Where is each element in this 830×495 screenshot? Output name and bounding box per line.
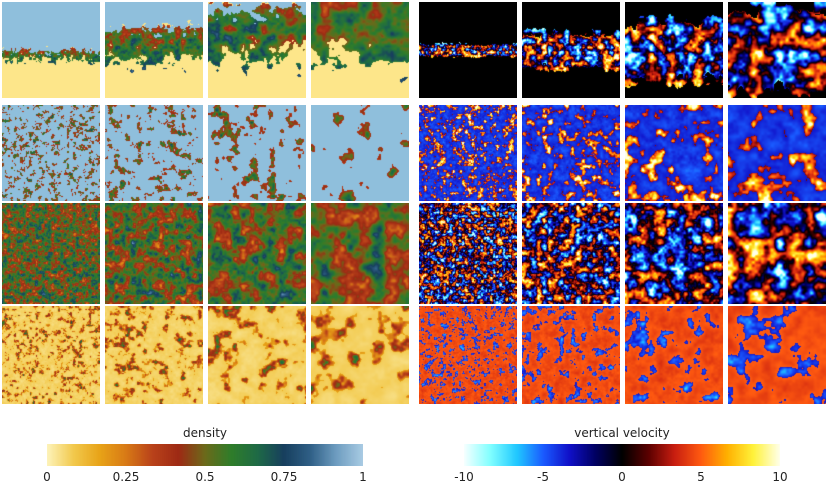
density-panel-r2-c2 — [105, 105, 203, 201]
density-panel-r4-c2 — [105, 306, 203, 404]
velocity-colorbar-tick-5: 10 — [772, 470, 788, 484]
density-panel-r4-c4 — [311, 306, 409, 404]
density-colorbar-title: density — [183, 426, 227, 440]
density-panel-r3-c4 — [311, 203, 409, 304]
density-panel-r3-c1 — [2, 203, 100, 304]
velocity-colorbar-tick-2: -5 — [537, 470, 549, 484]
velocity-colorbar-tick-4: 5 — [697, 470, 705, 484]
velocity-panel-r2-c1 — [419, 105, 517, 201]
density-colorbar-tick-1: 0 — [43, 470, 51, 484]
density-panel-r3-c2 — [105, 203, 203, 304]
density-colorbar-tick-3: 0.5 — [195, 470, 215, 484]
velocity-panel-r4-c1 — [419, 306, 517, 404]
density-panel-r4-c3 — [208, 306, 306, 404]
velocity-panel-r4-c2 — [522, 306, 620, 404]
velocity-panel-r4-c3 — [625, 306, 723, 404]
velocity-panel-r2-c4 — [728, 105, 826, 201]
density-colorbar-tick-5: 1 — [359, 470, 367, 484]
velocity-panel-r4-c4 — [728, 306, 826, 404]
density-panel-r4-c1 — [2, 306, 100, 404]
velocity-panel-r3-c2 — [522, 203, 620, 304]
velocity-panel-r1-c4 — [728, 2, 826, 98]
velocity-colorbar-tick-3: 0 — [618, 470, 626, 484]
velocity-panel-r1-c2 — [522, 2, 620, 98]
density-panel-r2-c4 — [311, 105, 409, 201]
velocity-panel-r3-c4 — [728, 203, 826, 304]
velocity-panel-r3-c1 — [419, 203, 517, 304]
density-colorbar-tick-2: 0.25 — [112, 470, 140, 484]
velocity-panel-r1-c1 — [419, 2, 517, 98]
velocity-panel-r1-c3 — [625, 2, 723, 98]
velocity-panel-r2-c2 — [522, 105, 620, 201]
density-colorbar-tick-4: 0.75 — [270, 470, 298, 484]
density-panel-r1-c4 — [311, 2, 409, 98]
velocity-panel-r3-c3 — [625, 203, 723, 304]
density-panel-r3-c3 — [208, 203, 306, 304]
velocity-colorbar — [464, 444, 780, 466]
velocity-colorbar-tick-1: -10 — [454, 470, 474, 484]
density-panel-r2-c1 — [2, 105, 100, 201]
density-panel-r1-c3 — [208, 2, 306, 98]
density-panel-r1-c1 — [2, 2, 100, 98]
velocity-panel-r2-c3 — [625, 105, 723, 201]
density-colorbar — [47, 444, 363, 466]
velocity-colorbar-title: vertical velocity — [574, 426, 670, 440]
density-panel-r2-c3 — [208, 105, 306, 201]
density-panel-r1-c2 — [105, 2, 203, 98]
